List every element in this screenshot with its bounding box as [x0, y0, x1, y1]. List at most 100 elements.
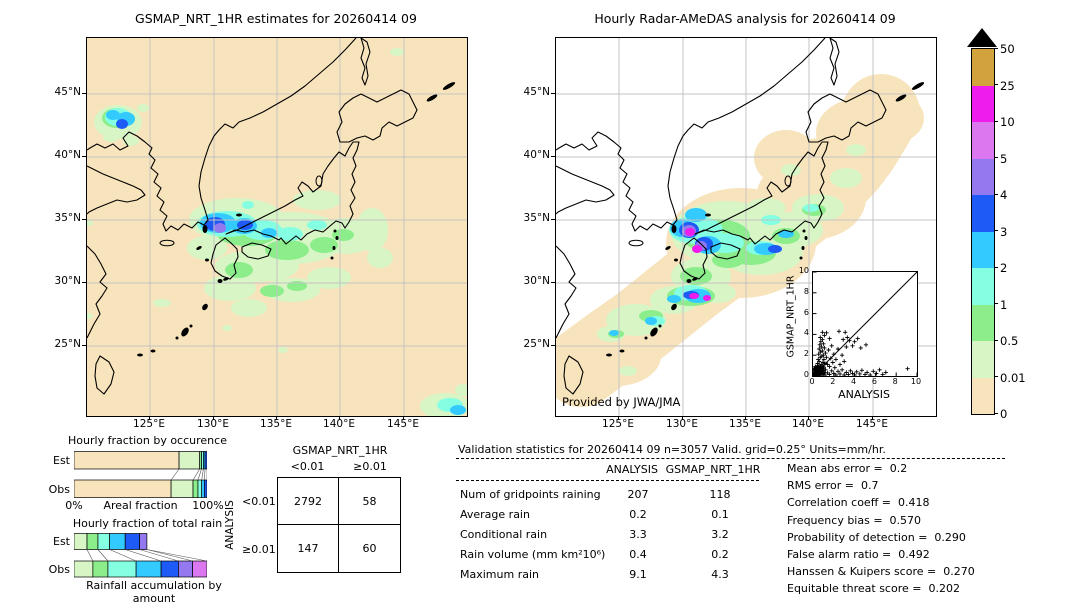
stat-row-label: Average rain [460, 508, 530, 521]
segment-connector [139, 549, 179, 562]
occurrence-obs-label: Obs [48, 483, 70, 496]
totalrain-chart-title: Hourly fraction of total rain [72, 517, 223, 530]
segment-connector [109, 549, 137, 562]
metric-line: Hanssen & Kuipers score = 0.270 [787, 565, 975, 579]
lon-tick-label: 130°E [197, 418, 229, 430]
colorbar-tick-mark [994, 120, 998, 122]
precip-blob-pgreen [746, 198, 786, 218]
lon-tick-label: 145°E [856, 418, 888, 430]
lat-tick-label: 25°N [523, 338, 550, 350]
left-map-gridlines [87, 38, 467, 416]
lat-tick-mark [82, 218, 86, 220]
segment-connector [192, 468, 200, 481]
contingency-cell-10: 147 [278, 525, 339, 572]
scatter-y-tick-label: 6 [803, 307, 809, 317]
colorbar-tick-label: 3 [1000, 224, 1008, 239]
scatter-y-tick-label: 4 [803, 328, 809, 338]
stats-header: Validation statistics for 20260414 09 n=… [458, 443, 886, 456]
bar-segment-cyan [109, 533, 126, 550]
stat-gsmap-value: 0.1 [711, 508, 729, 521]
contingency-cell-11: 60 [362, 542, 377, 555]
bar-segment-pgreen [178, 451, 201, 470]
segment-connector [146, 549, 207, 562]
totalrain-chart [74, 533, 207, 578]
precip-blob-purple [214, 223, 226, 233]
precip-blob-pgreen [231, 299, 267, 317]
stats-divider-mid [456, 480, 759, 481]
colorbar-tick-label: 2 [1000, 261, 1008, 275]
scatter-y-tick-label: 8 [803, 286, 809, 296]
contingency-table: 2792 58 147 60 [277, 477, 401, 573]
lon-tick-label: 125°E [133, 418, 165, 430]
stat-gsmap-value: 118 [709, 488, 731, 501]
colorbar-segment-blue [972, 195, 994, 232]
lat-tick-label: 45°N [523, 86, 550, 98]
radar-amedas-map: Provided by JWA/JMA GSMAP_NRT_1HR ANALYS… [524, 37, 937, 430]
colorbar-tick-mark [994, 339, 998, 341]
colorbar-tick-label: 1 [1000, 297, 1008, 312]
precip-blob-pgreen [356, 208, 388, 252]
precip-blob-cyan [261, 228, 277, 238]
right-map-title: Hourly Radar-AMeDAS analysis for 2026041… [594, 11, 896, 26]
lon-tick-label: 145°E [387, 418, 419, 430]
right-precipitation-blobs [556, 74, 924, 407]
stats-divider-top [456, 458, 1005, 459]
lon-tick-mark [275, 416, 277, 420]
segment-connector [146, 549, 193, 562]
colorbar-tick-label: 5 [1000, 151, 1008, 166]
lat-tick-mark [551, 344, 555, 346]
colorbar-tick-label: 0.5 [1000, 334, 1019, 348]
segment-connector [86, 549, 94, 562]
scatter-y-tick-label: 0 [803, 370, 809, 379]
lat-tick-label: 30°N [54, 275, 81, 287]
metric-line: Frequency bias = 0.570 [787, 513, 922, 527]
precip-blob-pgreen [187, 236, 227, 260]
left-map-title: GSMAP_NRT_1HR estimates for 20260414 09 [135, 11, 417, 26]
colorbar-tick-label: 0.01 [1000, 370, 1026, 385]
right-map-frame: Provided by JWA/JMA GSMAP_NRT_1HR ANALYS… [555, 37, 937, 417]
bar-segment-lcyan [97, 533, 110, 550]
precip-blob-pgreen [781, 164, 801, 176]
scatter-x-tick-label: 6 [871, 377, 877, 386]
lat-tick-mark [82, 155, 86, 157]
lat-tick-mark [551, 92, 555, 94]
precip-blob-pgreen [87, 220, 93, 226]
colorbar-tick-label: 4 [1000, 188, 1008, 202]
contingency-row-ge: ≥0.01 [242, 543, 276, 556]
gsmap-estimates-map: 125°E 130°E 135°E 140°E 145°E 45°N 40°N 35°N 30°… [55, 37, 468, 430]
lon-tick-mark [744, 416, 746, 420]
lat-tick-label: 35°N [523, 212, 550, 224]
segment-connector [170, 468, 180, 481]
scatter-x-tick-label: 4 [851, 377, 857, 386]
areal-fraction-100: 100% [192, 499, 224, 512]
segment-connector [197, 468, 202, 481]
lon-tick-mark [871, 416, 873, 420]
scatter-x-axis-label: ANALYSIS [838, 388, 890, 401]
scatter-x-tick-label: 10 [910, 377, 922, 386]
scatter-x-tick-label: 0 [809, 377, 815, 386]
contingency-col-ge: ≥0.01 [353, 460, 387, 473]
precip-blob-magenta [689, 293, 699, 299]
stat-analysis-value: 3.3 [629, 528, 647, 541]
precip-blob-cyan [609, 330, 619, 336]
lon-tick-mark [617, 416, 619, 420]
stat-analysis-value: 0.2 [629, 508, 647, 521]
scatter-inset-box [811, 271, 918, 378]
colorbar-segment-peach [972, 377, 994, 414]
bar-segment-blue [204, 451, 207, 470]
lon-tick-mark [402, 416, 404, 420]
colorbar-tick-mark [994, 303, 998, 304]
precip-blob-green [680, 267, 712, 285]
bar-segment-purple [178, 560, 193, 578]
totalrain-est-label: Est [53, 535, 70, 548]
precip-colorbar: 50 25 10 5 4 3 2 1 0.5 0.01 0 [967, 28, 1077, 428]
bar-segment-lcyan [197, 479, 203, 498]
precip-blob-pgreen [153, 299, 171, 307]
data-credit: Provided by JWA/JMA [562, 395, 681, 409]
metric-line: Equitable threat score = 0.202 [787, 582, 960, 596]
stat-analysis-value: 9.1 [629, 568, 647, 581]
colorbar-tick-label: 25 [1000, 78, 1015, 93]
segment-connector [204, 468, 206, 481]
stat-gsmap-value: 3.2 [711, 528, 729, 541]
bar-segment-pgreen [170, 479, 194, 498]
